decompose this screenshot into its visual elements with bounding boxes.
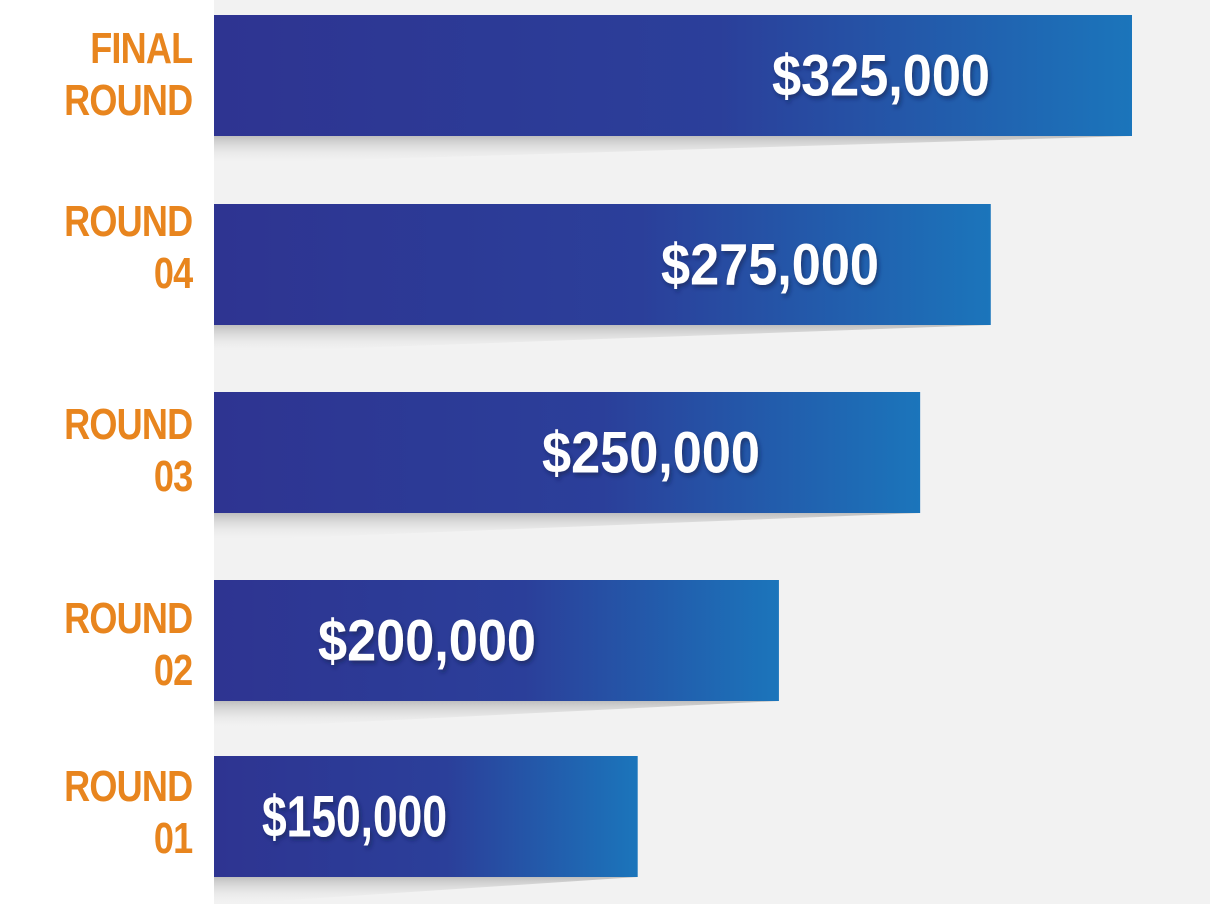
bar-shadow	[214, 701, 779, 729]
category-label-line: 01	[153, 814, 192, 863]
category-label: ROUND 03	[63, 399, 193, 503]
bar-shadow	[214, 513, 921, 541]
category-label-line: 02	[153, 646, 192, 695]
bar-value-label: $325,000	[772, 44, 990, 109]
bar	[214, 756, 638, 877]
category-label: ROUND 02	[63, 593, 193, 697]
category-label-line: 03	[153, 452, 192, 501]
category-label-line: ROUND	[63, 76, 193, 125]
category-label: FINAL ROUND	[63, 23, 193, 127]
category-label-line: 04	[153, 249, 192, 298]
bar	[214, 392, 921, 513]
category-label-line: ROUND	[63, 762, 193, 811]
bar-shadow	[214, 325, 991, 353]
bar	[214, 15, 1132, 136]
bar	[214, 580, 779, 701]
bar-shadow	[214, 877, 638, 904]
category-label-line: ROUND	[63, 197, 193, 246]
bar-value-label: $250,000	[542, 421, 760, 486]
category-label-line: ROUND	[63, 400, 193, 449]
category-label: ROUND 01	[63, 761, 193, 865]
category-label-line: FINAL	[89, 24, 193, 73]
bar-value-label: $150,000	[262, 785, 447, 850]
category-label: ROUND 04	[63, 196, 193, 300]
bar-value-label: $275,000	[661, 233, 879, 298]
category-label-line: ROUND	[63, 594, 193, 643]
bar	[214, 204, 991, 325]
bar-shadow	[214, 136, 1132, 164]
bar-value-label: $200,000	[318, 609, 536, 674]
